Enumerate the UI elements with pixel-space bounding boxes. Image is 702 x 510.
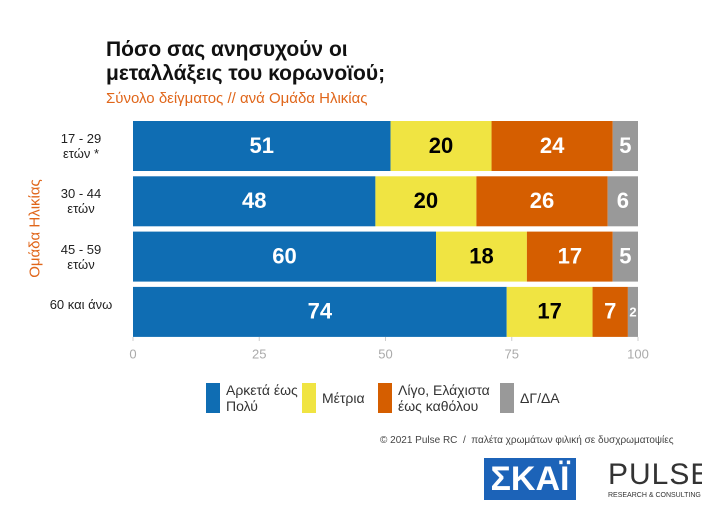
- logo-skai: ΣΚΑΪ: [484, 458, 576, 500]
- y-tick-label: 17 - 29 ετών *: [60, 131, 102, 161]
- legend-swatch: [302, 383, 316, 413]
- data-label: 20: [429, 133, 453, 158]
- x-tick-label: 25: [252, 346, 266, 361]
- legend-swatch: [500, 383, 514, 413]
- data-label: 6: [617, 188, 629, 213]
- data-label: 17: [537, 299, 561, 324]
- data-label: 20: [414, 188, 438, 213]
- chart-title: Πόσο σας ανησυχούν οι μεταλλάξεις του κο…: [106, 38, 386, 85]
- legend-label: Λίγο, Ελάχιστα έως καθόλου: [398, 382, 490, 414]
- data-label: 60: [272, 243, 296, 268]
- bar-segment: [612, 231, 638, 282]
- x-tick-label: 100: [627, 346, 649, 361]
- data-label: 18: [469, 243, 493, 268]
- bar-segment: [390, 121, 492, 171]
- bar-segment: [133, 176, 376, 227]
- bar-segment: [526, 231, 613, 282]
- y-tick-label: 30 - 44 ετών: [60, 186, 102, 217]
- data-label: 5: [619, 243, 631, 268]
- chart-subtitle: Σύνολο δείγματος // ανά Ομάδα Ηλικίας: [106, 90, 368, 107]
- bar-segment: [476, 176, 608, 227]
- data-label: 48: [242, 188, 266, 213]
- legend-swatch: [206, 383, 220, 413]
- bar-segment: [436, 231, 527, 282]
- y-tick-label: 45 - 59 ετών: [60, 241, 102, 272]
- footer: © 2021 Pulse RC / παλέτα χρωμάτων φιλική…: [380, 435, 674, 446]
- legend-label: ΔΓ/ΔΑ: [520, 390, 560, 406]
- bar-segment: [627, 286, 638, 337]
- bar-segment: [506, 286, 593, 337]
- data-label: 7: [604, 299, 616, 324]
- bar-segment: [607, 176, 638, 227]
- x-tick-label: 50: [378, 346, 392, 361]
- y-tick-label: 60 και άνω: [49, 296, 113, 312]
- x-tick-label: 0: [129, 346, 136, 361]
- data-label: 26: [530, 188, 554, 213]
- legend-swatch: [378, 383, 392, 413]
- legend-label: Μέτρια: [322, 390, 365, 406]
- bar-segment: [133, 121, 391, 171]
- data-label: 24: [540, 133, 565, 158]
- y-axis-label: Ομάδα Ηλικίας: [26, 179, 44, 278]
- logo-pulse: PULSE: [608, 458, 702, 491]
- bar-segment: [133, 286, 507, 337]
- data-label: 5: [619, 133, 631, 158]
- data-label: 74: [308, 299, 333, 324]
- legend-label: Αρκετά έως Πολύ: [226, 382, 298, 414]
- bar-segment: [375, 176, 477, 227]
- x-tick-label: 75: [505, 346, 519, 361]
- bar-segment: [612, 121, 638, 171]
- logo-pulse-sub: RESEARCH & CONSULTING: [608, 492, 701, 499]
- bar-segment: [592, 286, 628, 337]
- data-label: 17: [558, 243, 582, 268]
- data-label: 51: [250, 133, 274, 158]
- data-label: 2: [629, 304, 636, 319]
- bar-segment: [491, 121, 613, 171]
- bar-segment: [133, 231, 436, 282]
